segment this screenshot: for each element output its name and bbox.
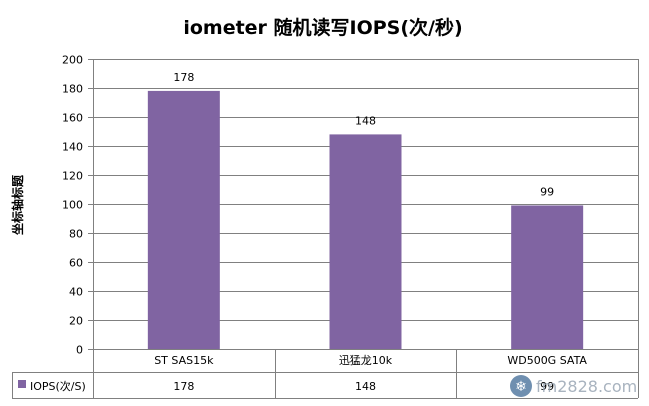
- y-tick-label: 20: [69, 315, 83, 328]
- snowflake-glyph: ❄: [515, 379, 527, 395]
- bar-value-label: 99: [540, 185, 554, 198]
- table-value-cell: 99: [540, 380, 554, 393]
- y-tick-label: 200: [62, 54, 83, 67]
- bar-series: [147, 90, 584, 350]
- table-value-cell: 178: [173, 380, 194, 393]
- category-label: WD500G SATA: [507, 354, 587, 367]
- y-tick-label: 100: [62, 199, 83, 212]
- category-label: ST SAS15k: [154, 354, 214, 367]
- bar: [329, 134, 402, 349]
- bar-value-label: 178: [173, 71, 194, 84]
- data-labels: 178 148 99: [173, 71, 554, 199]
- legend-series-name: IOPS(次/S): [30, 379, 86, 393]
- y-axis-ticks: 0 20 40 60 80 100 120 140 160 180 200: [62, 54, 83, 357]
- y-axis-title: 坐标轴标题: [10, 174, 25, 235]
- snowflake-icon: [510, 375, 532, 397]
- y-tick-label: 60: [69, 257, 83, 270]
- table-value-cell: 148: [355, 380, 376, 393]
- y-tick-label: 120: [62, 170, 83, 183]
- data-table: ST SAS15k 178 迅猛龙10k 148 WD500G SATA 99 IOPS(次…: [12, 349, 638, 399]
- watermark-text: fm2828.com: [536, 377, 637, 396]
- bar-value-label: 148: [355, 114, 376, 127]
- y-tick-label: 80: [69, 228, 83, 241]
- category-label: 迅猛龙10k: [339, 354, 393, 367]
- y-tick-label: 180: [62, 83, 83, 96]
- y-tick-label: 160: [62, 112, 83, 125]
- chart-title: iometer 随机读写IOPS(次/秒): [183, 16, 462, 39]
- y-tick-label: 40: [69, 286, 83, 299]
- y-tick-label: 140: [62, 141, 83, 154]
- bar: [147, 90, 220, 350]
- bar: [511, 205, 584, 349]
- y-tick-label: 0: [76, 344, 83, 357]
- watermark: ❄ fm2828.com: [510, 375, 637, 397]
- legend-key: [18, 380, 26, 388]
